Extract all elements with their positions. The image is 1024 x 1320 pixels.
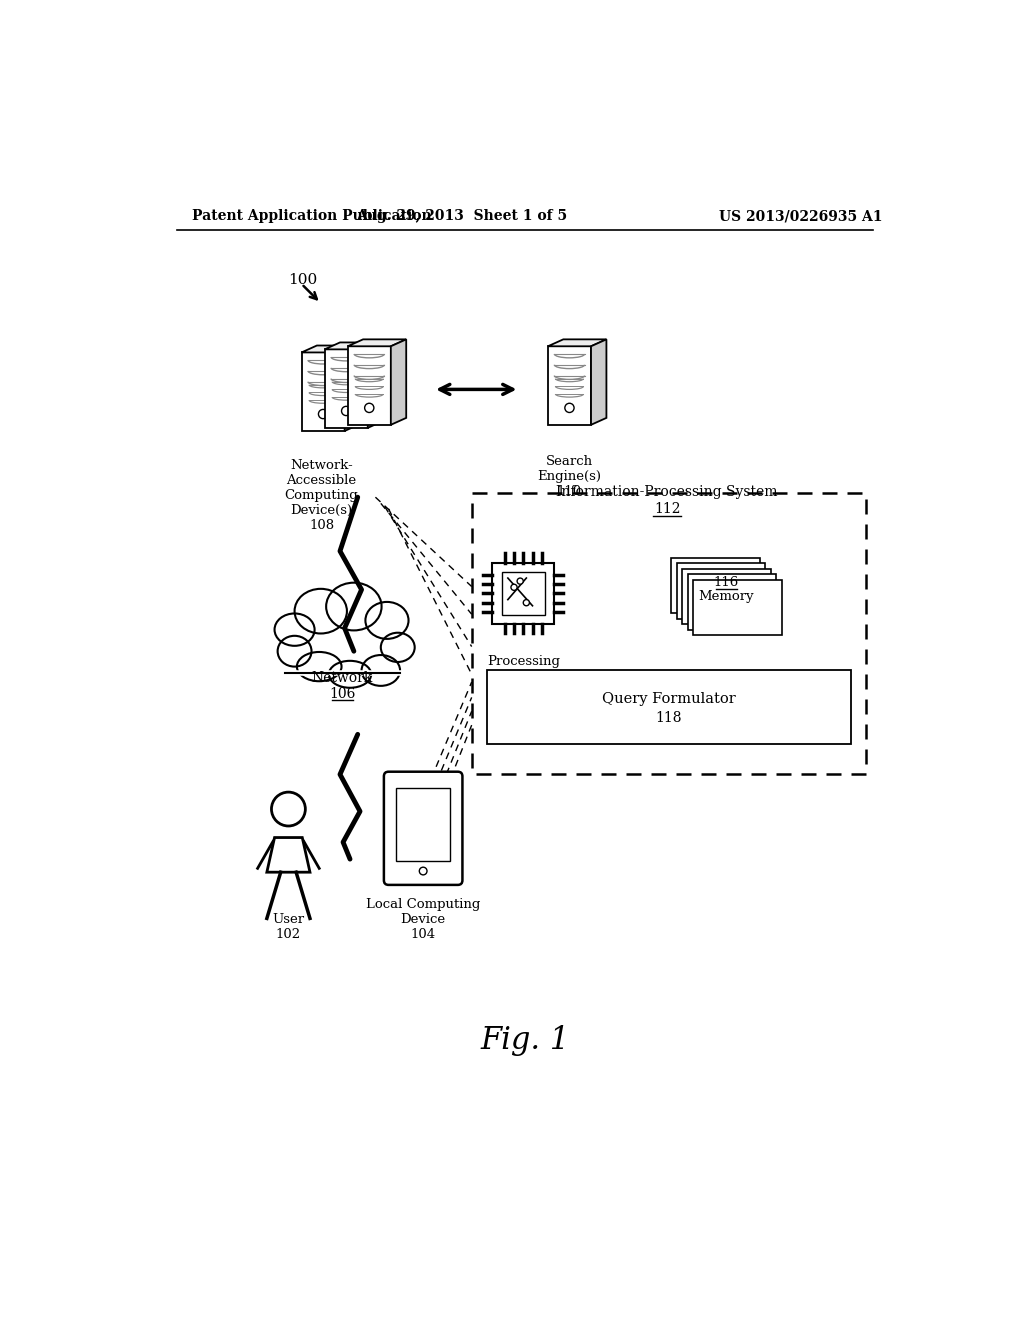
Polygon shape — [345, 346, 360, 430]
Text: Network: Network — [311, 671, 373, 685]
Circle shape — [565, 404, 574, 413]
Text: 116: 116 — [714, 576, 739, 589]
Polygon shape — [396, 788, 451, 861]
Circle shape — [419, 867, 427, 875]
Circle shape — [365, 404, 374, 413]
Polygon shape — [672, 558, 760, 614]
Text: User
102: User 102 — [272, 913, 304, 941]
Text: 100: 100 — [289, 273, 317, 286]
Polygon shape — [682, 569, 771, 624]
Polygon shape — [368, 342, 383, 428]
Text: Memory: Memory — [698, 590, 755, 603]
Ellipse shape — [381, 632, 415, 663]
Ellipse shape — [329, 661, 371, 688]
Text: Fig. 1: Fig. 1 — [480, 1024, 569, 1056]
Polygon shape — [301, 352, 345, 430]
Circle shape — [517, 578, 523, 585]
Polygon shape — [548, 339, 606, 346]
Ellipse shape — [366, 602, 409, 639]
Polygon shape — [301, 346, 360, 352]
Polygon shape — [325, 350, 368, 428]
Text: Query Formulator: Query Formulator — [602, 692, 735, 706]
Polygon shape — [693, 579, 781, 635]
Ellipse shape — [361, 655, 400, 686]
Text: 112: 112 — [654, 502, 681, 516]
Polygon shape — [493, 562, 554, 624]
Polygon shape — [391, 339, 407, 425]
Polygon shape — [688, 574, 776, 630]
Circle shape — [318, 409, 328, 418]
Polygon shape — [487, 671, 851, 743]
Text: US 2013/0226935 A1: US 2013/0226935 A1 — [719, 209, 883, 223]
Text: Local Computing
Device
104: Local Computing Device 104 — [366, 898, 480, 941]
Polygon shape — [348, 346, 391, 425]
Polygon shape — [591, 339, 606, 425]
Ellipse shape — [326, 582, 382, 631]
Polygon shape — [348, 339, 407, 346]
Polygon shape — [267, 838, 310, 873]
Circle shape — [523, 599, 529, 606]
Text: Patent Application Publication: Patent Application Publication — [193, 209, 432, 223]
Text: 118: 118 — [655, 710, 682, 725]
Text: Processing
Element(s)
114: Processing Element(s) 114 — [486, 655, 560, 698]
Ellipse shape — [278, 636, 311, 667]
Ellipse shape — [274, 614, 314, 645]
Circle shape — [342, 407, 351, 416]
Ellipse shape — [285, 645, 400, 672]
Text: Search
Engine(s)
110: Search Engine(s) 110 — [538, 455, 601, 498]
Text: Network-
Accessible
Computing
Device(s)
108: Network- Accessible Computing Device(s) … — [285, 459, 358, 532]
Text: Aug. 29, 2013  Sheet 1 of 5: Aug. 29, 2013 Sheet 1 of 5 — [356, 209, 567, 223]
FancyBboxPatch shape — [384, 772, 463, 884]
Polygon shape — [548, 346, 591, 425]
Circle shape — [511, 585, 517, 590]
Polygon shape — [502, 572, 545, 615]
Polygon shape — [325, 342, 383, 350]
Circle shape — [271, 792, 305, 826]
Text: Information-Processing System: Information-Processing System — [556, 484, 778, 499]
Polygon shape — [677, 564, 765, 619]
Ellipse shape — [297, 652, 342, 681]
Ellipse shape — [295, 589, 347, 634]
Text: 106: 106 — [329, 686, 355, 701]
